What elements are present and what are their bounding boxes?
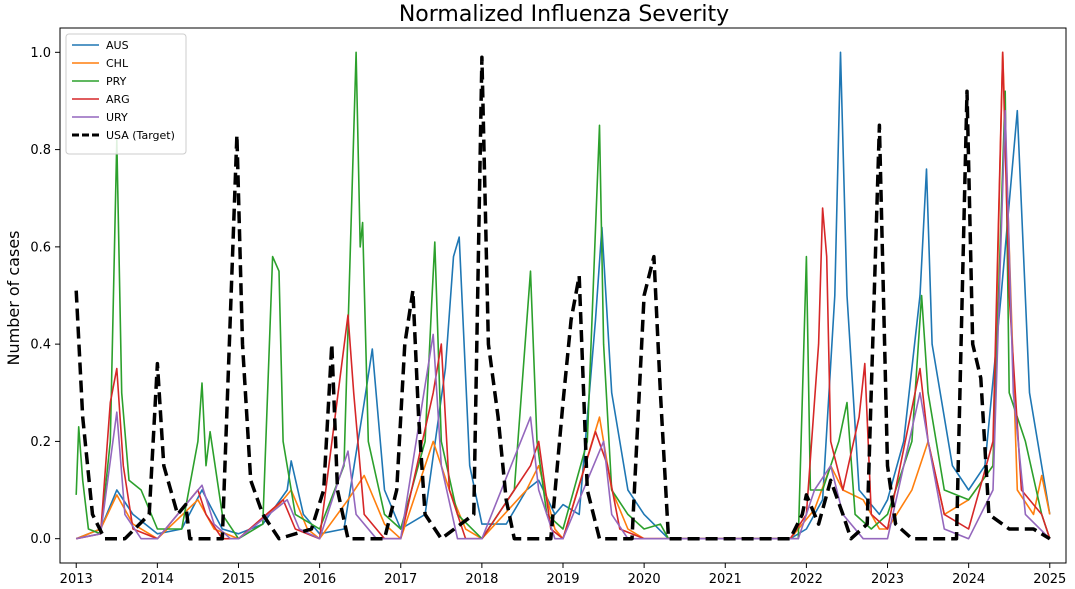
y-tick-label: 1.0	[30, 46, 51, 61]
y-tick-label: 0.8	[30, 143, 51, 158]
x-axis: 2013 2014 2015 2016 2017 2018 2019 2020 2021 2022…	[60, 563, 1066, 587]
legend: AUS CHL PRY ARG URY USA (Target)	[65, 33, 187, 155]
legend-label: ARG	[106, 93, 130, 106]
x-tick-label: 2022	[790, 572, 823, 587]
x-tick-label: 2020	[628, 572, 661, 587]
x-tick-label: 2016	[303, 572, 336, 587]
series-line-usa-target	[74, 55, 1051, 541]
x-tick-label: 2025	[1033, 572, 1066, 587]
legend-label: AUS	[106, 39, 129, 52]
x-tick-label: 2023	[871, 572, 904, 587]
x-tick-label: 2015	[222, 572, 255, 587]
x-tick-label: 2024	[952, 572, 985, 587]
x-tick-label: 2018	[465, 572, 498, 587]
legend-label: PRY	[106, 75, 127, 88]
x-tick-label: 2014	[141, 572, 174, 587]
y-tick-label: 0.2	[30, 435, 51, 450]
legend-label: CHL	[106, 57, 129, 70]
legend-label: USA (Target)	[106, 129, 175, 142]
x-tick-label: 2019	[546, 572, 579, 587]
series-line-ury	[76, 109, 1051, 540]
y-axis-label: Number of cases	[4, 231, 23, 366]
legend-box	[65, 33, 187, 155]
plot-area	[74, 51, 1051, 541]
x-tick-label: 2013	[60, 572, 93, 587]
series-line-arg	[76, 51, 1051, 540]
chart-title: Normalized Influenza Severity	[399, 2, 729, 27]
legend-label: URY	[106, 111, 128, 124]
y-tick-label: 0.0	[30, 532, 51, 547]
x-tick-label: 2021	[709, 572, 742, 587]
y-axis: 0.0 0.2 0.4 0.6 0.8 1.0	[30, 46, 60, 547]
y-tick-label: 0.4	[30, 338, 51, 353]
y-tick-label: 0.6	[30, 240, 51, 255]
x-tick-label: 2017	[384, 572, 417, 587]
